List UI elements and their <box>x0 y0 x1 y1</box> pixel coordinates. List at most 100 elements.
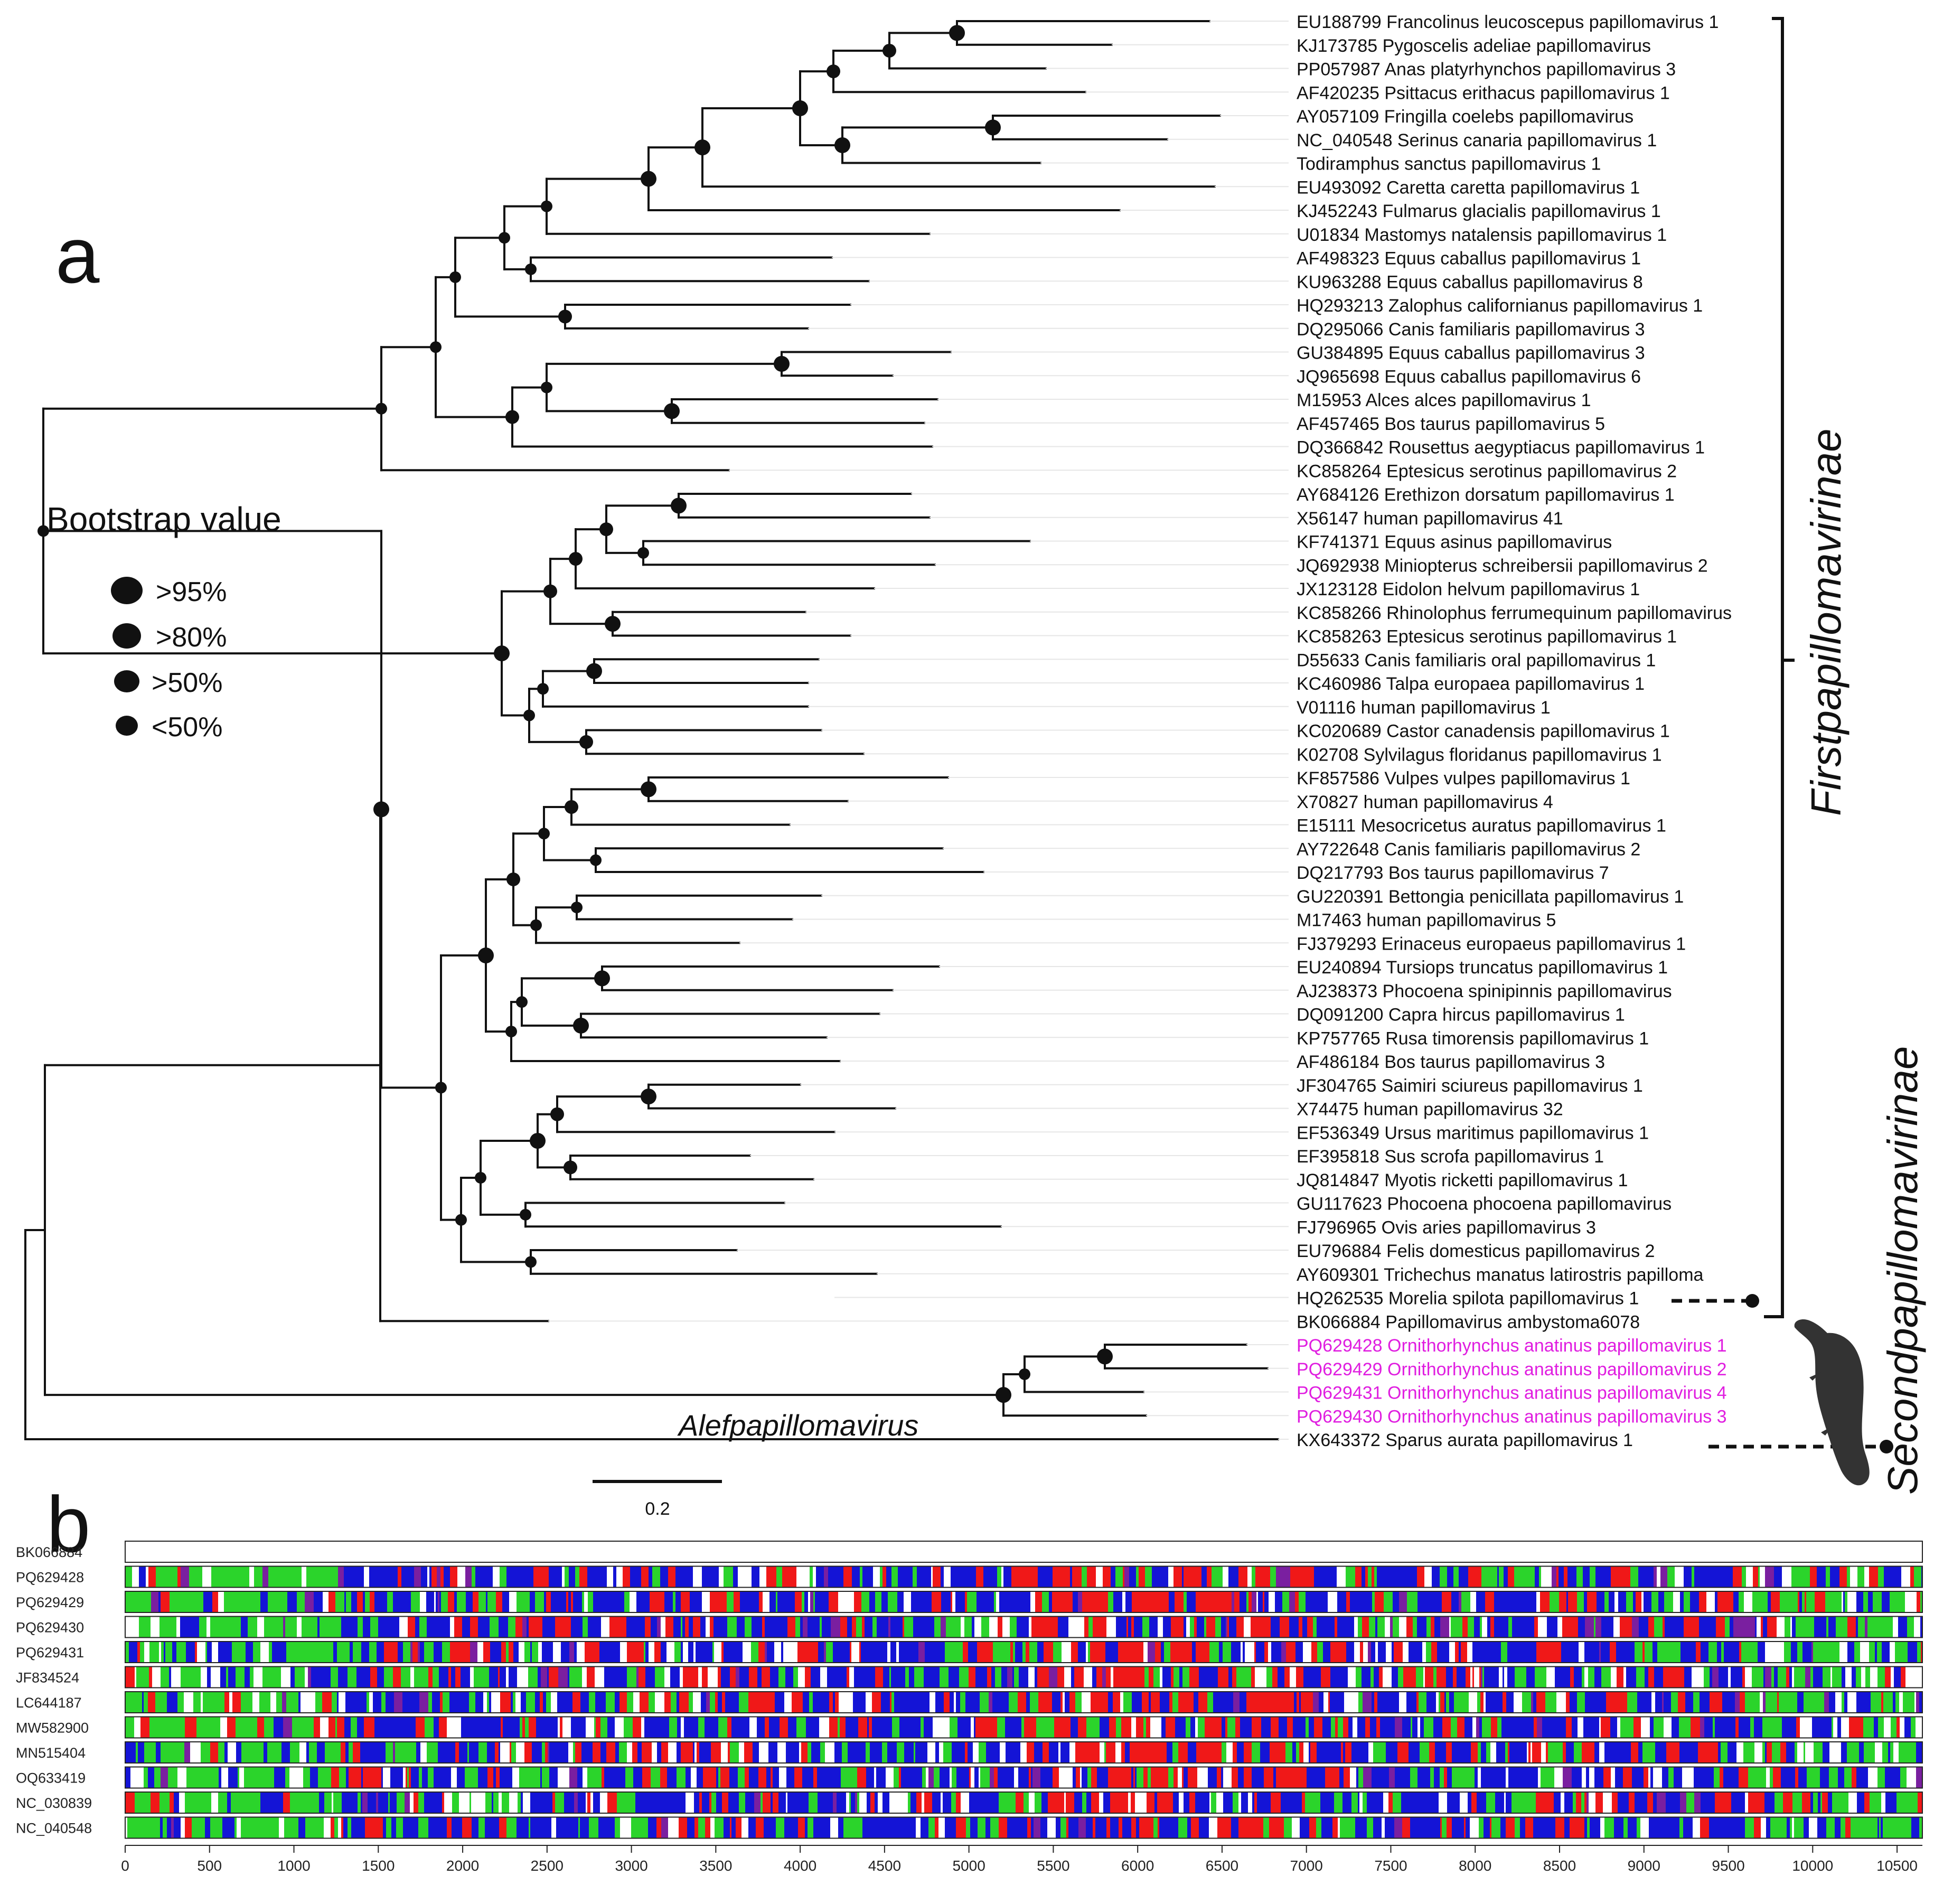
alignment-segment <box>158 1591 161 1612</box>
alignment-segment <box>1897 1792 1898 1813</box>
alignment-segment <box>1416 1692 1419 1713</box>
alignment-segment <box>1196 1591 1197 1612</box>
alignment-segment <box>962 1767 963 1788</box>
alignment-segment <box>1733 1566 1742 1588</box>
alignment-segment <box>941 1591 946 1612</box>
alignment-segment <box>1576 1792 1581 1813</box>
alignment-segment <box>916 1792 922 1813</box>
alignment-segment <box>889 1666 891 1688</box>
alignment-segment <box>1751 1642 1758 1663</box>
alignment-segment <box>1376 1717 1380 1738</box>
alignment-segment <box>1466 1767 1475 1788</box>
alignment-segment <box>496 1591 502 1612</box>
alignment-segment <box>203 1692 212 1713</box>
alignment-segment <box>426 1591 432 1612</box>
alignment-segment <box>1289 1616 1299 1638</box>
alignment-segment <box>811 1717 819 1738</box>
alignment-segment <box>1582 1666 1584 1688</box>
alignment-segment <box>1238 1817 1247 1839</box>
alignment-segment <box>980 1767 990 1788</box>
alignment-segment <box>432 1692 440 1713</box>
alignment-segment <box>904 1742 910 1763</box>
alignment-segment <box>344 1591 346 1612</box>
taxon-label: KJ173785 Pygoscelis adeliae papillomavir… <box>1297 36 1651 56</box>
alignment-segment <box>957 1717 964 1738</box>
alignment-segment <box>1625 1642 1635 1663</box>
alignment-segment <box>196 1717 198 1738</box>
alignment-segment <box>542 1742 545 1763</box>
alignment-segment <box>718 1591 721 1612</box>
alignment-segment <box>955 1591 965 1612</box>
alignment-segment <box>1207 1692 1213 1713</box>
alignment-segment <box>390 1566 398 1588</box>
alignment-segment <box>1463 1692 1469 1713</box>
alignment-segment <box>294 1642 302 1663</box>
alignment-segment <box>505 1767 512 1788</box>
alignment-segment <box>1844 1767 1852 1788</box>
alignment-segment <box>1914 1566 1921 1588</box>
alignment-segment <box>212 1717 220 1738</box>
alignment-segment <box>1768 1591 1771 1612</box>
alignment-segment <box>1372 1566 1374 1588</box>
alignment-segment <box>1532 1717 1534 1738</box>
alignment-segment <box>353 1642 361 1663</box>
alignment-segment <box>289 1692 294 1713</box>
alignment-segment <box>1225 1717 1227 1738</box>
alignment-segment <box>1535 1591 1536 1612</box>
alignment-segment <box>1567 1566 1576 1588</box>
alignment-segment <box>1455 1642 1459 1663</box>
alignment-segment <box>1075 1692 1082 1713</box>
alignment-segment <box>416 1717 425 1738</box>
alignment-segment <box>1662 1817 1670 1839</box>
alignment-segment <box>593 1742 599 1763</box>
alignment-segment <box>1713 1717 1715 1738</box>
alignment-segment <box>1271 1792 1276 1813</box>
alignment-segment <box>1890 1591 1897 1612</box>
alignment-segment <box>1423 1591 1432 1612</box>
alignment-segment <box>1160 1566 1168 1588</box>
alignment-segment <box>1199 1817 1204 1839</box>
alignment-segment <box>859 1742 862 1763</box>
alignment-segment <box>1800 1566 1810 1588</box>
alignment-segment <box>802 1792 809 1813</box>
alignment-segment <box>132 1692 137 1713</box>
alignment-segment <box>125 1591 132 1612</box>
alignment-segment <box>917 1767 922 1788</box>
alignment-segment <box>1619 1566 1626 1588</box>
alignment-segment <box>1125 1742 1130 1763</box>
alignment-segment <box>768 1742 777 1763</box>
alignment-segment <box>1393 1692 1399 1713</box>
alignment-segment <box>932 1792 941 1813</box>
alignment-segment <box>499 1742 500 1763</box>
bootstrap-node <box>792 100 808 117</box>
alignment-segment <box>868 1767 874 1788</box>
alignment-segment <box>218 1642 227 1663</box>
alignment-segment <box>1221 1767 1223 1788</box>
alignment-segment <box>149 1642 159 1663</box>
alignment-segment <box>352 1792 354 1813</box>
alignment-segment <box>1642 1742 1650 1763</box>
taxon-label: GU220391 Bettongia penicillata papilloma… <box>1297 887 1684 907</box>
alignment-segment <box>276 1742 280 1763</box>
alignment-segment <box>1134 1616 1142 1638</box>
alignment-segment <box>1743 1742 1751 1763</box>
alignment-segment <box>838 1817 843 1839</box>
alignment-segment <box>1632 1616 1639 1638</box>
alignment-segment <box>500 1767 505 1788</box>
alignment-segment <box>472 1817 478 1839</box>
alignment-segment <box>1507 1666 1509 1688</box>
alignment-segment <box>1617 1666 1623 1688</box>
taxon-label: X56147 human papillomavirus 41 <box>1297 509 1563 529</box>
alignment-segment <box>495 1792 499 1813</box>
alignment-segment <box>1600 1566 1608 1588</box>
alignment-segment <box>1479 1717 1482 1738</box>
alignment-segment <box>893 1642 896 1663</box>
alignment-segment <box>454 1591 457 1612</box>
bootstrap-node <box>550 1107 564 1121</box>
alignment-segment <box>374 1817 383 1839</box>
alignment-segment <box>337 1692 339 1713</box>
alignment-segment <box>1721 1742 1728 1763</box>
alignment-segment <box>1036 1717 1046 1738</box>
alignment-segment <box>358 1792 361 1813</box>
alignment-segment <box>364 1717 370 1738</box>
